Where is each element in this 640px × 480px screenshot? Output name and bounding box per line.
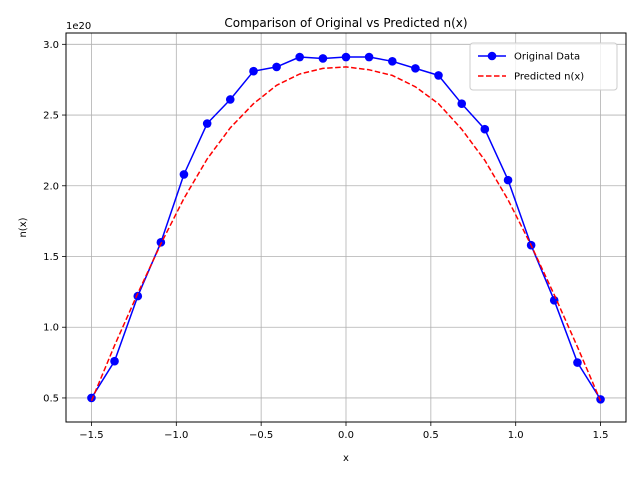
x-axis-label: x	[343, 453, 349, 464]
y-axis-scale-label: 1e20	[66, 21, 91, 32]
data-point	[457, 99, 467, 109]
data-point	[434, 71, 443, 80]
series-layer	[87, 52, 605, 404]
data-point	[318, 54, 328, 63]
series-predicted	[90, 66, 602, 402]
legend-box	[469, 42, 618, 91]
data-point	[341, 52, 351, 62]
data-point	[133, 291, 143, 301]
y-tick-label: 1.5	[43, 252, 59, 263]
data-point	[110, 356, 119, 366]
x-tick-label: 1.5	[593, 430, 609, 441]
chart-title: Comparison of Original vs Predicted n(x)	[224, 16, 467, 30]
x-tick-label: 0.5	[423, 430, 439, 441]
data-point	[225, 95, 235, 104]
y-axis-label: n(x)	[18, 217, 29, 237]
data-point	[249, 66, 258, 76]
x-tick-label: −1.5	[79, 430, 103, 441]
data-point	[202, 119, 212, 128]
data-point	[272, 62, 281, 72]
y-tick-label: 0.5	[43, 393, 59, 404]
legend-marker	[487, 51, 497, 61]
x-tick-label: −0.5	[249, 430, 273, 441]
data-point	[411, 64, 420, 73]
legend-item: Original Data	[478, 52, 580, 63]
y-tick-label: 2.5	[43, 111, 59, 122]
data-point	[179, 170, 189, 179]
x-tick-label: −1.0	[164, 430, 188, 441]
x-tick-label: 0.0	[338, 430, 354, 441]
y-tick-label: 3.0	[43, 40, 59, 51]
legend-item: Predicted n(x)	[478, 72, 584, 83]
legend-items: Original Data Predicted n(x)	[478, 52, 584, 83]
legend-label: Original Data	[514, 52, 580, 63]
ticks: −1.5 −1.0 −0.5 0.0 0.5 1.0 1.5 0.5 1.0 1.5 2.0 2.5 3…	[43, 40, 608, 441]
legend-label: Predicted n(x)	[514, 72, 584, 83]
legend: Original Data Predicted n(x)	[469, 42, 618, 91]
grid	[66, 33, 626, 422]
data-point	[573, 358, 582, 367]
data-point	[388, 56, 397, 66]
y-tick-label: 2.0	[43, 181, 59, 192]
data-point	[503, 175, 513, 185]
series-original-data	[87, 52, 605, 404]
data-point	[549, 296, 559, 305]
y-tick-label: 1.0	[43, 323, 59, 334]
data-point	[480, 124, 490, 134]
data-point	[87, 393, 96, 403]
series-line	[90, 66, 602, 402]
x-tick-label: 1.0	[508, 430, 524, 441]
data-point	[364, 52, 374, 62]
data-point	[295, 52, 304, 62]
